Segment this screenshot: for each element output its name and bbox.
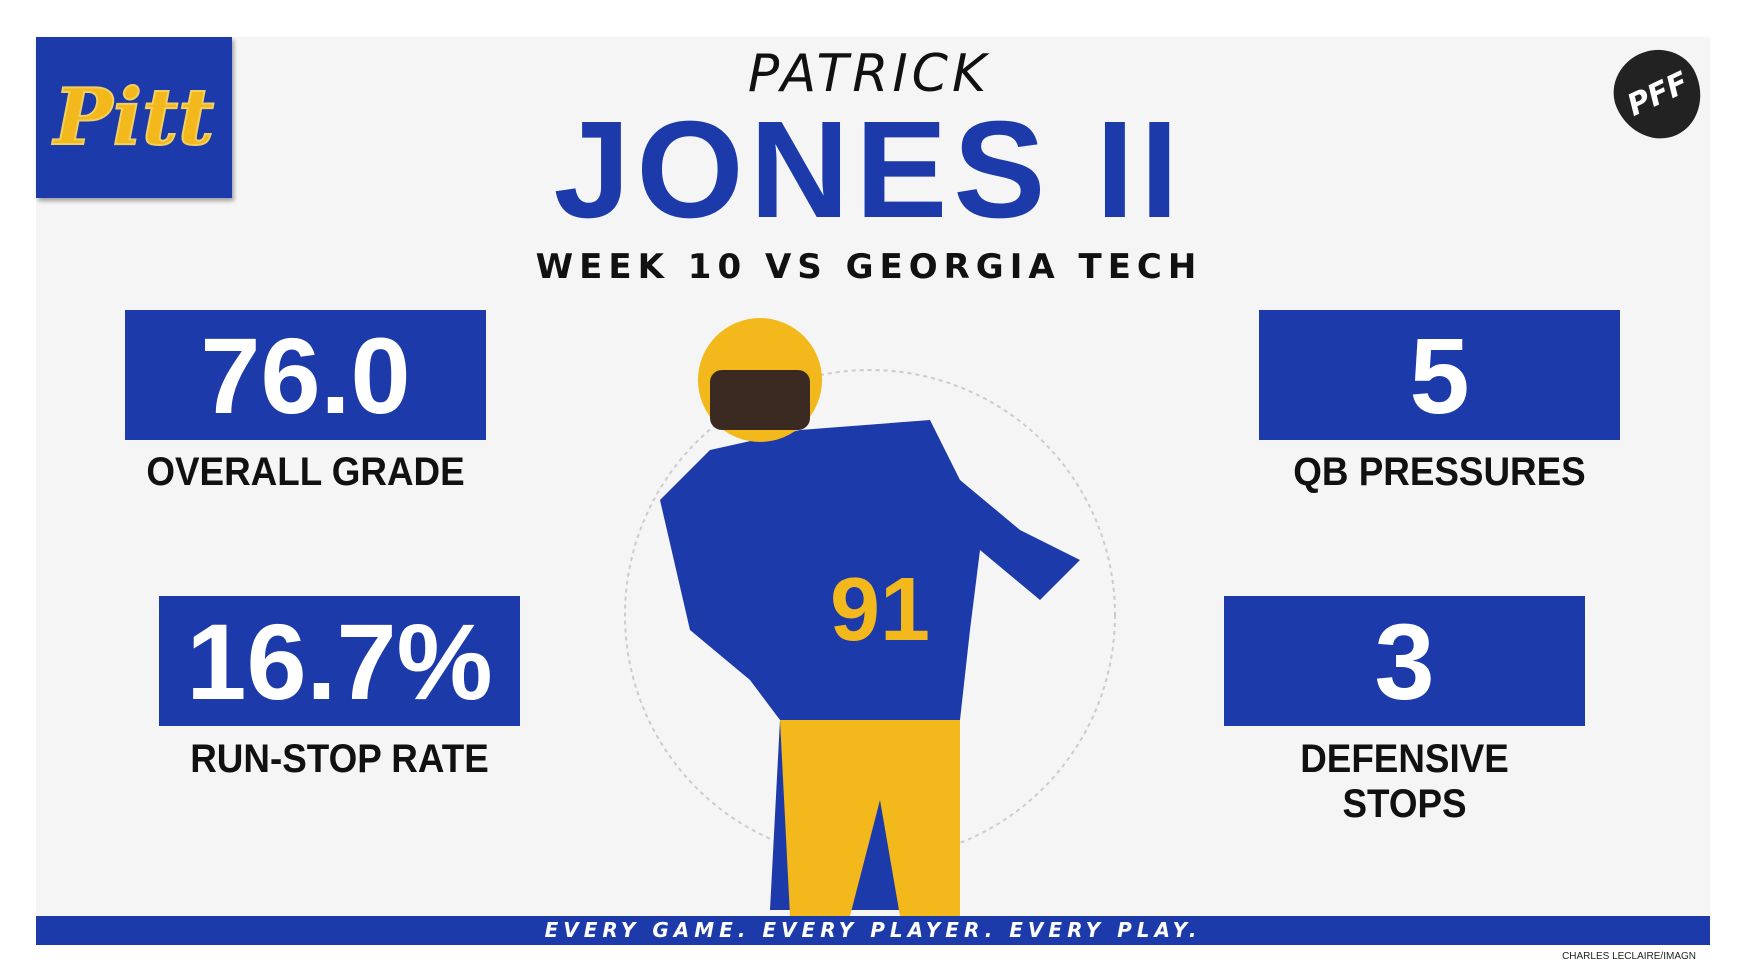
stat-value: 5 xyxy=(1259,310,1620,440)
stat-label: RUN-STOP RATE xyxy=(190,737,489,781)
stat-value: 76.0 xyxy=(125,310,486,440)
stat-label: QB PRESSURES xyxy=(1293,450,1586,494)
team-logo: Pitt xyxy=(36,37,232,198)
subtitle: WEEK 10 VS GEORGIA TECH xyxy=(535,247,1203,287)
stat-label: OVERALL GRADE xyxy=(146,450,465,494)
stat-value: 3 xyxy=(1224,596,1585,726)
last-name: JONES II xyxy=(553,93,1185,247)
photo-credit: CHARLES LECLAIRE/IMAGN xyxy=(1562,951,1696,962)
first-name: PATRICK xyxy=(747,44,991,104)
player-illustration: 91 xyxy=(624,318,1116,916)
stat-value: 16.7% xyxy=(159,596,520,726)
svg-text:91: 91 xyxy=(830,560,930,660)
stat-label: DEFENSIVE STOPS xyxy=(1300,737,1509,826)
tagline: EVERY GAME. EVERY PLAYER. EVERY PLAY. xyxy=(36,916,1710,945)
